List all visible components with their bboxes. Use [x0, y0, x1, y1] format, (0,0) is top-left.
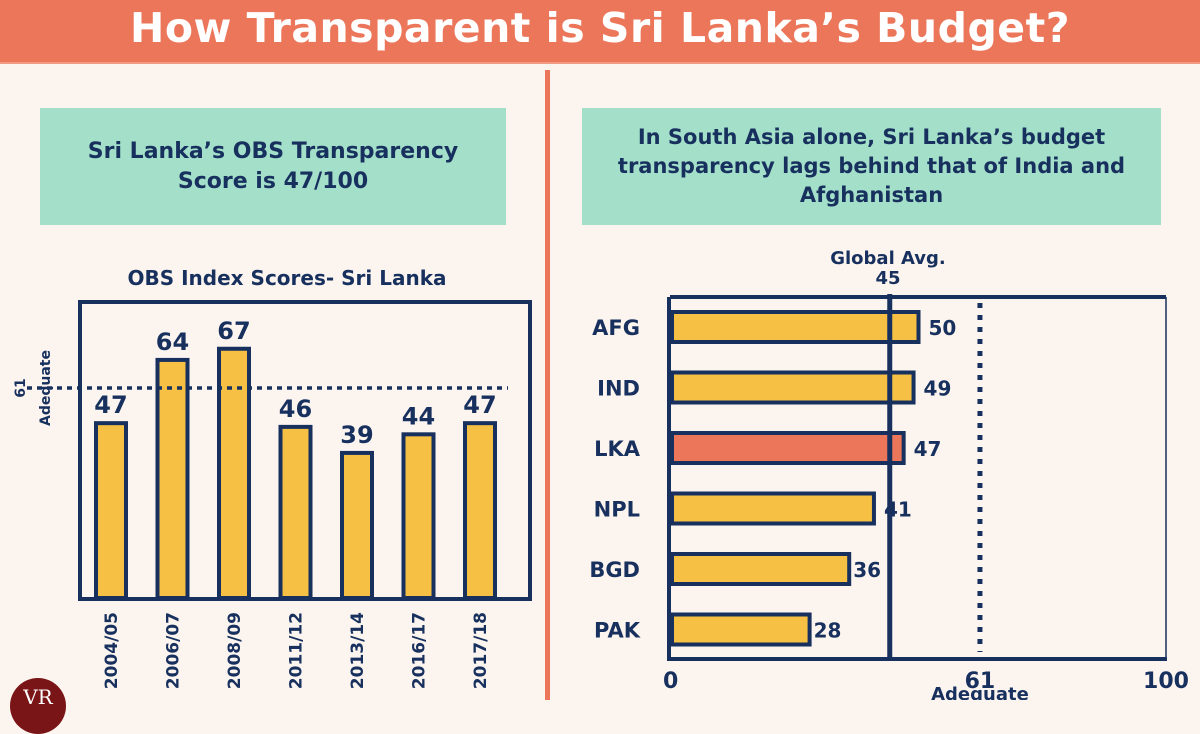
left-callout-text: Sri Lanka’s OBS Transparency Score is 47…: [87, 138, 459, 194]
bar-value-label: 39: [340, 421, 373, 449]
panel-divider: [545, 70, 550, 700]
bar-value-label: 64: [156, 328, 189, 356]
category-label: NPL: [594, 498, 640, 522]
right-callout-box: In South Asia alone, Sri Lanka’s budget …: [582, 108, 1161, 225]
logo-text: VR: [23, 685, 53, 709]
category-label: IND: [597, 377, 640, 401]
bar-value-label: 50: [929, 316, 957, 340]
adequate-text-label: Adequate: [38, 350, 54, 426]
page-title: How Transparent is Sri Lanka’s Budget?: [130, 4, 1070, 52]
x-tick-label: 0: [663, 669, 678, 694]
x-tick-label: 100: [1143, 669, 1189, 694]
bar-npl: [670, 491, 876, 526]
right-callout-text: In South Asia alone, Sri Lanka’s budget …: [617, 125, 1126, 207]
x-tick-label: 2004/05: [102, 612, 122, 689]
bar-ind: [670, 370, 916, 405]
x-tick-label: 61: [965, 669, 996, 694]
x-tick-label: 2017/18: [471, 612, 491, 689]
bar-2008-09: [217, 346, 251, 601]
adequate-axis-label: Adequate: [931, 684, 1029, 700]
left-chart-title: OBS Index Scores- Sri Lanka: [128, 266, 447, 290]
category-label: PAK: [594, 619, 641, 643]
adequate-value-label: 61: [13, 378, 29, 397]
left-bar-chart: OBS Index Scores- Sri Lanka 47 64 67 46 39 44…: [13, 266, 532, 689]
x-tick-label: 2006/07: [164, 612, 184, 689]
global-avg-value: 45: [875, 268, 900, 289]
bar-value-label: 36: [853, 558, 881, 582]
bar-value-label: 44: [402, 402, 435, 430]
bar-2017-18: [463, 421, 497, 600]
bar-value-label: 47: [94, 391, 127, 419]
bar-value-label: 47: [463, 391, 496, 419]
bar-2016-17: [401, 432, 436, 600]
category-label: LKA: [594, 437, 641, 461]
bar-value-label: 49: [924, 377, 952, 401]
bar-lka: [670, 431, 906, 465]
bar-2013-14: [340, 450, 374, 601]
bar-pak: [670, 612, 812, 647]
bar-2011-12: [278, 424, 313, 600]
bar-afg: [670, 310, 921, 344]
header-banner: How Transparent is Sri Lanka’s Budget?: [0, 0, 1200, 64]
x-tick-label: 2013/14: [348, 612, 368, 689]
bar-value-label: 67: [217, 317, 250, 345]
category-label: BGD: [589, 558, 640, 582]
x-tick-label: 2008/09: [225, 612, 245, 689]
vr-logo: VR: [10, 678, 66, 734]
x-tick-label: 2016/17: [410, 612, 430, 689]
x-tick-label: 2011/12: [287, 612, 307, 689]
global-avg-label: Global Avg.: [830, 248, 946, 269]
bar-2006-07: [155, 357, 190, 601]
bar-bgd: [670, 552, 852, 586]
category-label: AFG: [592, 316, 640, 340]
bar-value-label: 28: [814, 619, 842, 643]
charts-canvas: OBS Index Scores- Sri Lanka 47 64 67 46 39 44…: [13, 248, 1189, 700]
bar-value-label: 46: [279, 395, 312, 423]
left-callout-box: Sri Lanka’s OBS Transparency Score is 47…: [40, 108, 506, 225]
bar-value-label: 47: [914, 437, 942, 461]
bar-2004-05: [94, 421, 128, 600]
